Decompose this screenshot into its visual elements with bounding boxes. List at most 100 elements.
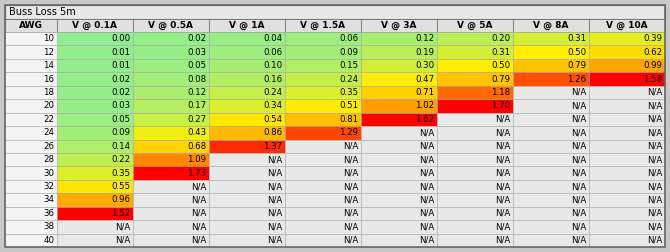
Bar	[361, 234, 437, 247]
Bar	[285, 234, 361, 247]
Bar	[5, 166, 57, 180]
Text: N/A: N/A	[647, 182, 663, 191]
Text: V @ 1A: V @ 1A	[229, 21, 265, 30]
Bar	[5, 234, 57, 247]
Text: 0.54: 0.54	[263, 115, 283, 124]
Text: 0.27: 0.27	[188, 115, 206, 124]
Text: N/A: N/A	[572, 169, 586, 178]
Text: V @ 8A: V @ 8A	[533, 21, 569, 30]
Bar	[513, 99, 589, 113]
Bar	[209, 153, 285, 166]
Bar	[513, 166, 589, 180]
Text: N/A: N/A	[343, 196, 358, 204]
Text: N/A: N/A	[115, 236, 131, 245]
Bar	[513, 45, 589, 59]
Text: V @ 5A: V @ 5A	[457, 21, 492, 30]
Bar	[57, 180, 133, 193]
Bar	[285, 86, 361, 99]
Text: N/A: N/A	[419, 142, 435, 151]
Bar	[361, 180, 437, 193]
Bar	[361, 193, 437, 207]
Bar	[57, 207, 133, 220]
Bar	[5, 19, 57, 32]
Bar	[361, 140, 437, 153]
Text: 10: 10	[44, 34, 54, 43]
Text: N/A: N/A	[572, 182, 586, 191]
Bar	[361, 126, 437, 140]
Text: 0.06: 0.06	[340, 34, 358, 43]
Bar	[285, 126, 361, 140]
Bar	[133, 113, 209, 126]
Bar	[285, 99, 361, 113]
Bar	[513, 32, 589, 45]
Bar	[437, 86, 513, 99]
Bar	[5, 126, 57, 140]
Bar	[133, 180, 209, 193]
Bar	[589, 113, 665, 126]
Bar	[437, 45, 513, 59]
Text: 1.62: 1.62	[415, 115, 435, 124]
Bar	[5, 99, 57, 113]
Bar	[57, 86, 133, 99]
Bar	[437, 32, 513, 45]
Text: 0.01: 0.01	[111, 48, 131, 57]
Text: N/A: N/A	[647, 128, 663, 137]
Bar	[5, 59, 57, 72]
Bar	[589, 99, 665, 113]
Bar	[437, 153, 513, 166]
Bar	[513, 153, 589, 166]
Text: N/A: N/A	[647, 155, 663, 164]
Text: 0.02: 0.02	[188, 34, 206, 43]
Bar	[513, 207, 589, 220]
Text: N/A: N/A	[647, 209, 663, 218]
Text: N/A: N/A	[572, 196, 586, 204]
Text: 32: 32	[44, 182, 54, 191]
Text: V @ 0.5A: V @ 0.5A	[149, 21, 194, 30]
Bar	[57, 126, 133, 140]
Text: N/A: N/A	[495, 196, 511, 204]
Text: N/A: N/A	[495, 236, 511, 245]
Bar	[361, 72, 437, 86]
Text: N/A: N/A	[191, 222, 206, 231]
Bar	[513, 180, 589, 193]
Text: 0.71: 0.71	[415, 88, 435, 97]
Text: N/A: N/A	[572, 236, 586, 245]
Text: 0.14: 0.14	[111, 142, 131, 151]
Bar	[133, 166, 209, 180]
Bar	[5, 180, 57, 193]
Text: 0.35: 0.35	[340, 88, 358, 97]
Text: N/A: N/A	[419, 196, 435, 204]
Bar	[5, 32, 57, 45]
Bar	[589, 234, 665, 247]
Text: N/A: N/A	[647, 101, 663, 110]
Text: 0.05: 0.05	[188, 61, 206, 70]
Text: 1.73: 1.73	[188, 169, 206, 178]
Bar	[513, 86, 589, 99]
Bar	[209, 234, 285, 247]
Bar	[133, 220, 209, 234]
Text: AWG: AWG	[19, 21, 43, 30]
Bar	[285, 72, 361, 86]
Bar	[589, 140, 665, 153]
Bar	[133, 45, 209, 59]
Text: 0.50: 0.50	[567, 48, 586, 57]
Text: 26: 26	[44, 142, 54, 151]
Text: 1.58: 1.58	[643, 75, 663, 83]
Bar	[589, 72, 665, 86]
Text: 1.70: 1.70	[491, 101, 511, 110]
Bar	[57, 45, 133, 59]
Text: 14: 14	[44, 61, 54, 70]
Bar	[57, 72, 133, 86]
Text: 0.62: 0.62	[643, 48, 663, 57]
Bar	[209, 207, 285, 220]
Bar	[437, 72, 513, 86]
Text: N/A: N/A	[572, 209, 586, 218]
Text: 1.37: 1.37	[263, 142, 283, 151]
Text: 40: 40	[44, 236, 54, 245]
Text: 0.39: 0.39	[643, 34, 663, 43]
Text: 24: 24	[44, 128, 54, 137]
Text: N/A: N/A	[572, 128, 586, 137]
Text: 0.01: 0.01	[111, 61, 131, 70]
Text: 0.34: 0.34	[263, 101, 283, 110]
Bar	[57, 193, 133, 207]
